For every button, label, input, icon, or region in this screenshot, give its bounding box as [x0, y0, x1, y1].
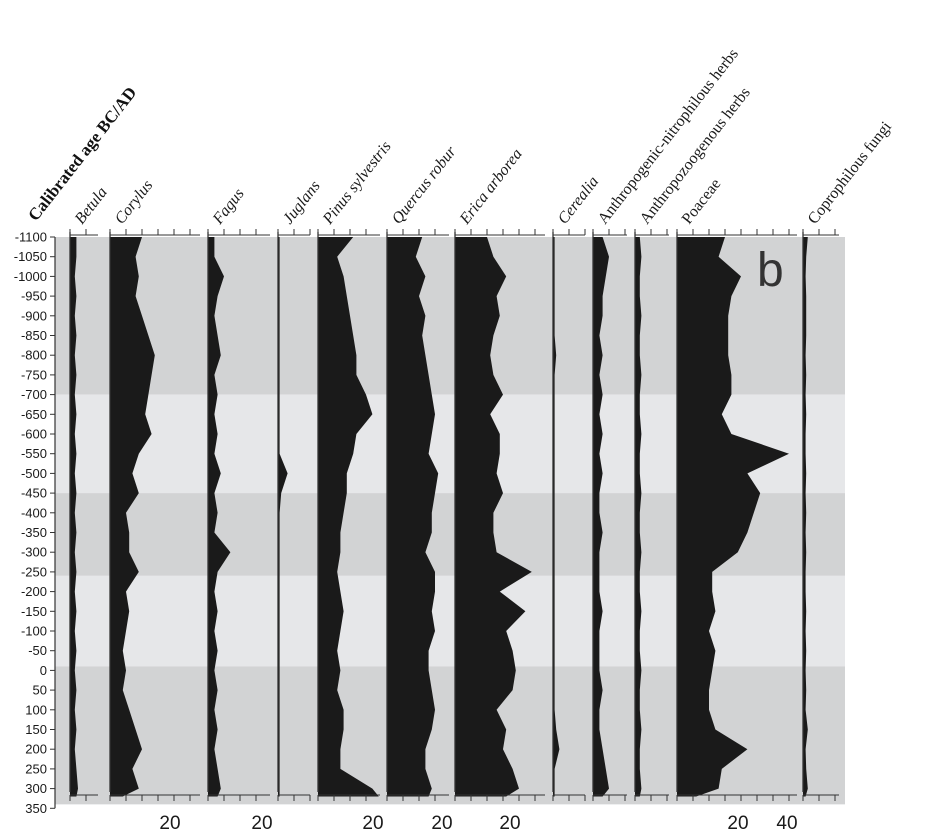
series-cerealia [552, 229, 586, 801]
series-header: Cerealia [555, 173, 603, 227]
y-tick-label: -1100 [15, 230, 47, 245]
series-area [208, 237, 231, 797]
y-tick-label: -50 [28, 643, 47, 658]
y-tick-label: -350 [21, 525, 47, 540]
y-tick-label: -500 [21, 466, 47, 481]
y-tick-label: 250 [25, 761, 47, 776]
y-tick-label: -800 [21, 348, 47, 363]
y-tick-label: -1000 [14, 269, 47, 284]
series-curves [69, 229, 839, 801]
zone-band-4 [55, 575, 845, 667]
y-tick-label: -600 [21, 427, 47, 442]
y-tick-label: 350 [25, 801, 47, 816]
y-tick-label: 300 [25, 781, 47, 796]
series-header: Corylus [112, 177, 157, 227]
series-area [278, 237, 288, 797]
series-header: Coprophilous fungi [805, 118, 896, 227]
scale-label: 20 [431, 813, 452, 834]
y-tick-label: -650 [21, 407, 47, 422]
zone-band-5 [55, 666, 845, 805]
series-area [70, 237, 78, 797]
y-tick-label: 200 [25, 742, 47, 757]
series-area [318, 237, 379, 797]
y-axis: -1100-1050-1000-950-900-850-800-750-700-… [14, 230, 56, 816]
scale-label: 20 [159, 813, 180, 834]
y-tick-label: -900 [21, 308, 47, 323]
series-area [110, 237, 155, 797]
y-tick-label: 50 [33, 683, 47, 698]
y-tick-label: -300 [21, 545, 47, 560]
scale-label: 20 [499, 813, 520, 834]
y-tick-label: -750 [21, 367, 47, 382]
scale-label: 20 [251, 813, 272, 834]
series-header: Quercus robur [389, 143, 460, 228]
y-tick-label: -700 [21, 387, 47, 402]
series-area [635, 237, 642, 797]
series-header: Betula [72, 184, 111, 227]
series-betula [69, 229, 98, 801]
series-anthropogenic-nitrophilous-herbs [592, 229, 627, 801]
series-header: Fagus [209, 185, 248, 228]
series-area [387, 237, 439, 797]
y-tick-label: -400 [21, 505, 47, 520]
scale-label: 20 [362, 813, 383, 834]
series-area [553, 237, 560, 797]
scale-label: 40 [776, 813, 797, 834]
series-corylus [109, 229, 200, 801]
series-area [593, 237, 609, 797]
y-tick-label: -550 [21, 446, 47, 461]
y-tick-label: 0 [40, 663, 47, 678]
series-pinus-sylvestris [317, 229, 380, 801]
y-tick-label: -150 [21, 604, 47, 619]
series-header: Erica arborea [456, 146, 526, 229]
y-tick-label: 150 [25, 722, 47, 737]
y-tick-label: -850 [21, 328, 47, 343]
series-area [677, 237, 789, 797]
series-header: Juglans [280, 178, 324, 228]
series-header: Poaceae [679, 176, 725, 228]
series-poaceae [676, 229, 797, 801]
series-juglans [277, 229, 311, 801]
series-fagus [207, 229, 270, 801]
y-tick-label: 100 [25, 702, 47, 717]
y-tick-label: -1050 [14, 249, 47, 264]
series-quercus-robur [386, 229, 449, 801]
y-tick-label: -450 [21, 486, 47, 501]
series-area [455, 237, 532, 797]
scale-label: 20 [727, 813, 748, 834]
y-tick-label: -100 [21, 624, 47, 639]
y-tick-label: -250 [21, 564, 47, 579]
series-header: Pinus sylvestris [319, 138, 395, 228]
series-coprophilous-fungi [802, 229, 839, 801]
series-area [803, 237, 808, 797]
y-tick-label: -200 [21, 584, 47, 599]
series-anthropozoogenous-herbs [634, 229, 669, 801]
y-tick-label: -950 [21, 289, 47, 304]
panel-label: b [757, 244, 784, 297]
series-erica-arborea [454, 229, 545, 801]
